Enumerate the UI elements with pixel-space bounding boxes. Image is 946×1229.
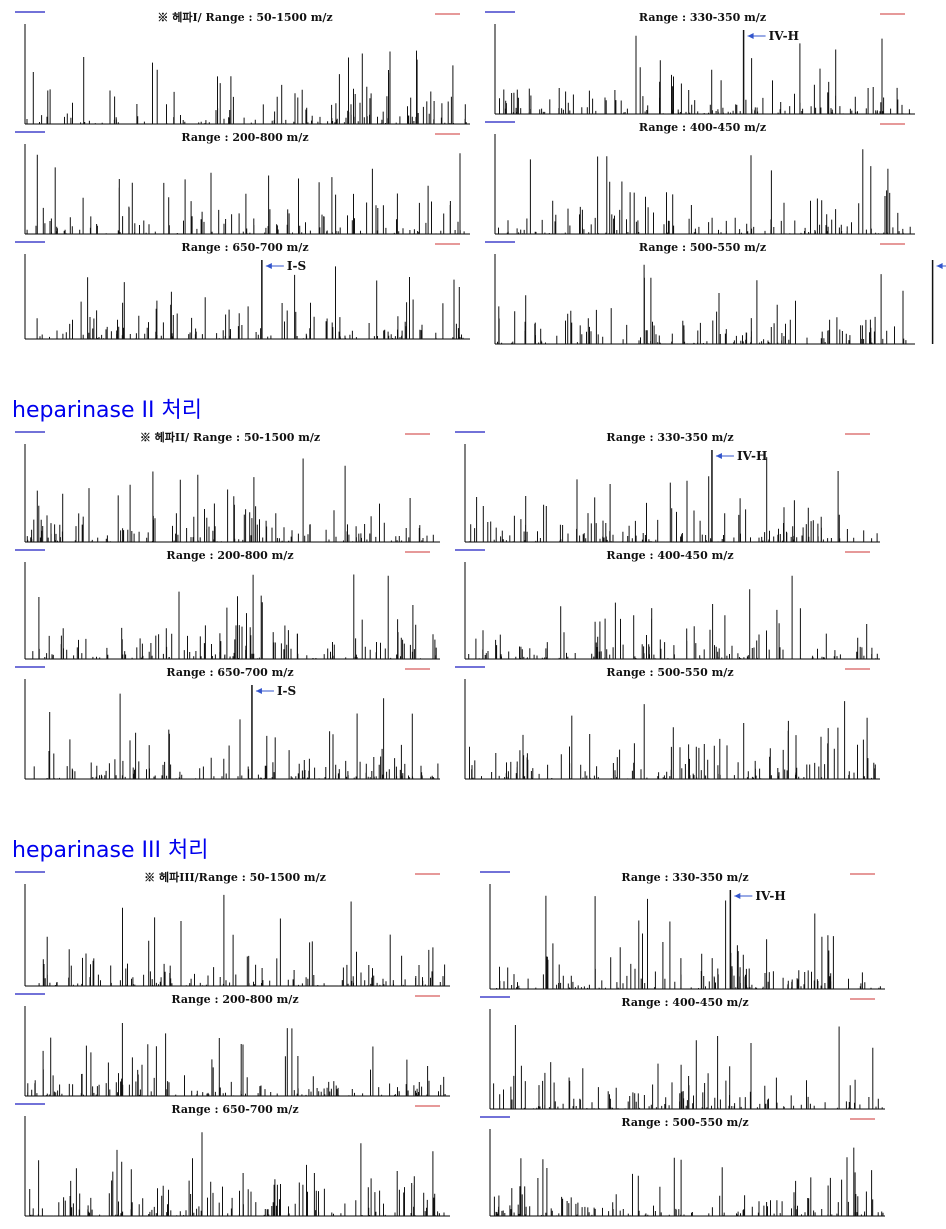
annotation: I-S [287,259,306,273]
annotation: I-S [277,684,296,698]
panel-title: Range : 500-550 m/z [606,666,733,679]
spectrum [26,50,467,124]
panel-title: Range : 400-450 m/z [639,121,766,134]
panel-title: Range : 330-350 m/z [639,11,766,24]
panel-title: Range : 650-700 m/z [166,666,293,679]
spectrum [497,264,908,344]
section-heading: heparinase II 처리 [12,398,202,423]
annotation: IV-H [769,29,799,43]
spectrum [38,894,446,986]
spectrum [26,458,434,542]
arrow-head [734,893,741,899]
panel-title: ※ 헤파III/Range : 50-1500 m/z [144,870,326,884]
spectrum [26,153,465,234]
spectrum [493,1147,884,1216]
panel-title: ※ 헤파I/ Range : 50-1500 m/z [157,10,332,24]
panel-title: Range : 200-800 m/z [181,131,308,144]
section-heading: heparinase III 처리 [12,838,209,863]
panel-title: Range : 200-800 m/z [166,549,293,562]
spectrum [493,1025,883,1109]
arrow-head [747,33,754,39]
spectrum [468,575,878,659]
arrow-head [936,263,943,269]
panel-title: Range : 400-450 m/z [606,549,733,562]
spectrum [29,693,439,779]
annotation: IV-H [737,449,767,463]
panel-title: Range : 330-350 m/z [621,871,748,884]
annotation: IV-H [755,889,785,903]
spectrum [468,457,878,542]
spectrum [496,895,881,989]
spectrum [469,701,876,779]
panel-title: Range : 650-700 m/z [171,1103,298,1116]
spectrum [27,1023,448,1096]
panel-title: Range : 500-550 m/z [621,1116,748,1129]
spectrum [499,35,911,114]
panel-title: Range : 400-450 m/z [621,996,748,1009]
arrow-head [255,688,262,694]
panel-title: Range : 330-350 m/z [606,431,733,444]
arrow-head [265,263,272,269]
panel-title: Range : 200-800 m/z [171,993,298,1006]
spectrum [29,1132,445,1216]
spectrum [29,266,464,339]
panel-title: ※ 헤파II/ Range : 50-1500 m/z [140,430,320,444]
panel-title: Range : 500-550 m/z [639,241,766,254]
spectrum [31,574,437,659]
panel-title: Range : 650-700 m/z [181,241,308,254]
spectrum [498,149,911,234]
arrow-head [715,453,722,459]
